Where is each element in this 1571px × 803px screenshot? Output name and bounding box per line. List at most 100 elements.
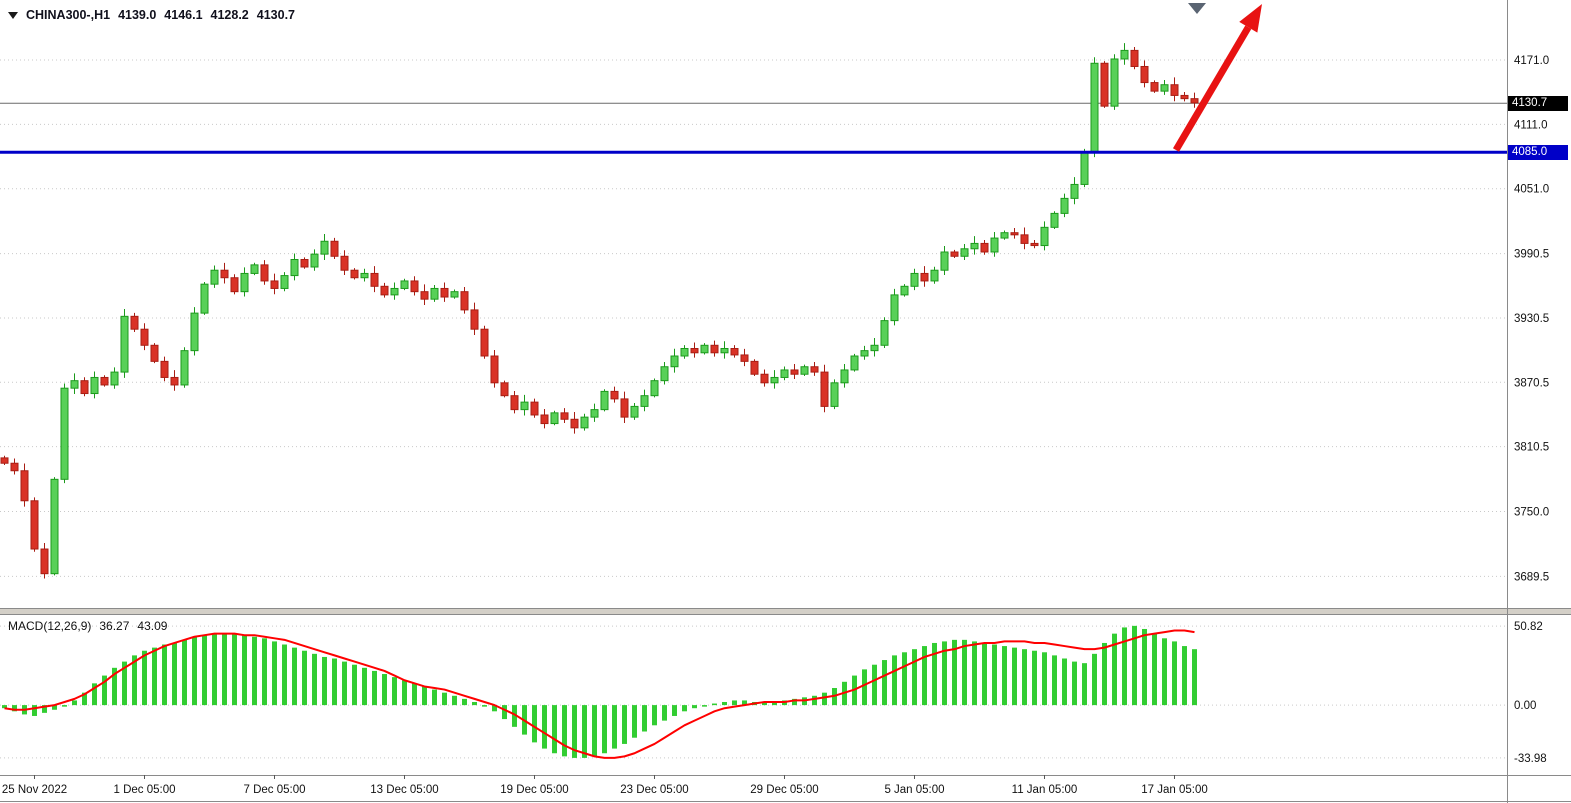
candle-up bbox=[630, 405, 639, 418]
price-axis-label: 3750.0 bbox=[1514, 506, 1549, 518]
price-axis-label: 4111.0 bbox=[1514, 119, 1547, 131]
macd-histogram-bar bbox=[112, 667, 117, 706]
macd-histogram-bar bbox=[1082, 663, 1087, 706]
candle-down bbox=[260, 264, 269, 282]
candle-up bbox=[1000, 232, 1009, 239]
time-axis-label: 13 Dec 05:00 bbox=[370, 784, 438, 796]
ohlc-open: 4139.0 bbox=[118, 8, 157, 22]
macd-histogram-bar bbox=[872, 664, 877, 706]
macd-histogram-bar bbox=[662, 705, 667, 721]
macd-histogram-bar bbox=[892, 655, 897, 706]
macd-histogram-bar bbox=[162, 644, 167, 706]
ohlc-high: 4146.1 bbox=[164, 8, 203, 22]
macd-histogram-bar bbox=[312, 653, 317, 706]
macd-title: MACD(12,26,9) bbox=[8, 619, 92, 633]
macd-histogram-bar bbox=[452, 695, 457, 706]
candle-up bbox=[880, 320, 889, 346]
candle-up bbox=[1110, 58, 1119, 107]
candle-up bbox=[800, 366, 809, 375]
macd-histogram-bar bbox=[142, 650, 147, 706]
candle-down bbox=[1100, 62, 1109, 107]
time-axis-label: 5 Jan 05:00 bbox=[884, 784, 944, 796]
candle-down bbox=[750, 360, 759, 375]
candle-down bbox=[140, 328, 149, 346]
macd-histogram-bar bbox=[1052, 655, 1057, 706]
macd-histogram-bar bbox=[862, 669, 867, 706]
macd-histogram-bar bbox=[1152, 633, 1157, 706]
macd-histogram-bar bbox=[972, 641, 977, 706]
candle-up bbox=[430, 287, 439, 300]
down-triangle-icon bbox=[8, 11, 18, 19]
candle-up bbox=[900, 285, 909, 296]
macd-signal-value: 43.09 bbox=[137, 619, 168, 633]
macd-histogram-bar bbox=[942, 641, 947, 706]
candle-down bbox=[1180, 94, 1189, 100]
macd-histogram-bar bbox=[532, 705, 537, 743]
candle-up bbox=[1050, 212, 1059, 228]
time-axis-label: 29 Dec 05:00 bbox=[750, 784, 818, 796]
candle-up bbox=[990, 237, 999, 253]
candle-up bbox=[1040, 226, 1049, 247]
macd-histogram-bar bbox=[822, 692, 827, 706]
macd-histogram-bar bbox=[502, 705, 507, 720]
macd-histogram-bar bbox=[922, 646, 927, 706]
candle-up bbox=[450, 291, 459, 298]
time-axis-label: 23 Dec 05:00 bbox=[620, 784, 688, 796]
candle-down bbox=[950, 251, 959, 257]
candle-down bbox=[1150, 82, 1159, 92]
macd-histogram-bar bbox=[192, 636, 197, 706]
candle-down bbox=[810, 366, 819, 373]
price-axis-label: 3930.5 bbox=[1514, 313, 1549, 325]
macd-signal-line bbox=[4, 629, 1195, 759]
macd-histogram-bar bbox=[512, 705, 517, 727]
candle-down bbox=[340, 255, 349, 271]
macd-histogram-bar bbox=[392, 677, 397, 706]
candle-up bbox=[770, 376, 779, 384]
candle-down bbox=[530, 401, 539, 416]
candle-down bbox=[570, 418, 579, 429]
candle-down bbox=[500, 382, 509, 397]
trend-arrow-shaft bbox=[1172, 25, 1252, 152]
time-axis-label: 7 Dec 05:00 bbox=[243, 784, 305, 796]
macd-histogram-bar bbox=[462, 698, 467, 706]
macd-axis-label: -33.98 bbox=[1514, 753, 1547, 765]
candle-down bbox=[100, 376, 109, 386]
macd-histogram-bar bbox=[1042, 652, 1047, 706]
macd-histogram-bar bbox=[1032, 650, 1037, 706]
candle-down bbox=[80, 380, 89, 395]
macd-histogram-bar bbox=[12, 705, 17, 712]
macd-histogram-bar bbox=[152, 647, 157, 706]
macd-histogram-bar bbox=[612, 705, 617, 749]
candle-up bbox=[250, 264, 259, 274]
macd-histogram-bar bbox=[952, 639, 957, 706]
candle-down bbox=[480, 328, 489, 357]
candle-up bbox=[280, 275, 289, 289]
candle-down bbox=[1140, 65, 1149, 84]
candle-up bbox=[110, 371, 119, 386]
candle-down bbox=[10, 462, 19, 472]
macd-histogram-bar bbox=[542, 705, 547, 749]
macd-histogram-bar bbox=[402, 680, 407, 706]
macd-histogram-bar bbox=[102, 675, 107, 706]
candle-down bbox=[820, 371, 829, 407]
candle-up bbox=[830, 382, 839, 407]
candle-up bbox=[50, 478, 59, 575]
macd-histogram-bar bbox=[1142, 628, 1147, 706]
macd-histogram-bar bbox=[1132, 625, 1137, 706]
macd-histogram-bar bbox=[812, 695, 817, 706]
macd-histogram-bar bbox=[412, 683, 417, 706]
time-axis-label: 25 Nov 2022 bbox=[2, 784, 67, 796]
macd-histogram-bar bbox=[242, 635, 247, 706]
pane-separator[interactable] bbox=[0, 608, 1571, 615]
candle-down bbox=[350, 269, 359, 279]
macd-histogram-bar bbox=[1102, 642, 1107, 706]
candle-up bbox=[890, 294, 899, 322]
candle-down bbox=[1190, 98, 1199, 104]
candle-up bbox=[290, 258, 299, 277]
price-axis-label: 3990.5 bbox=[1514, 249, 1549, 261]
candle-down bbox=[610, 390, 619, 400]
macd-histogram-bar bbox=[602, 705, 607, 754]
candle-down bbox=[690, 348, 699, 354]
candle-up bbox=[390, 287, 399, 296]
